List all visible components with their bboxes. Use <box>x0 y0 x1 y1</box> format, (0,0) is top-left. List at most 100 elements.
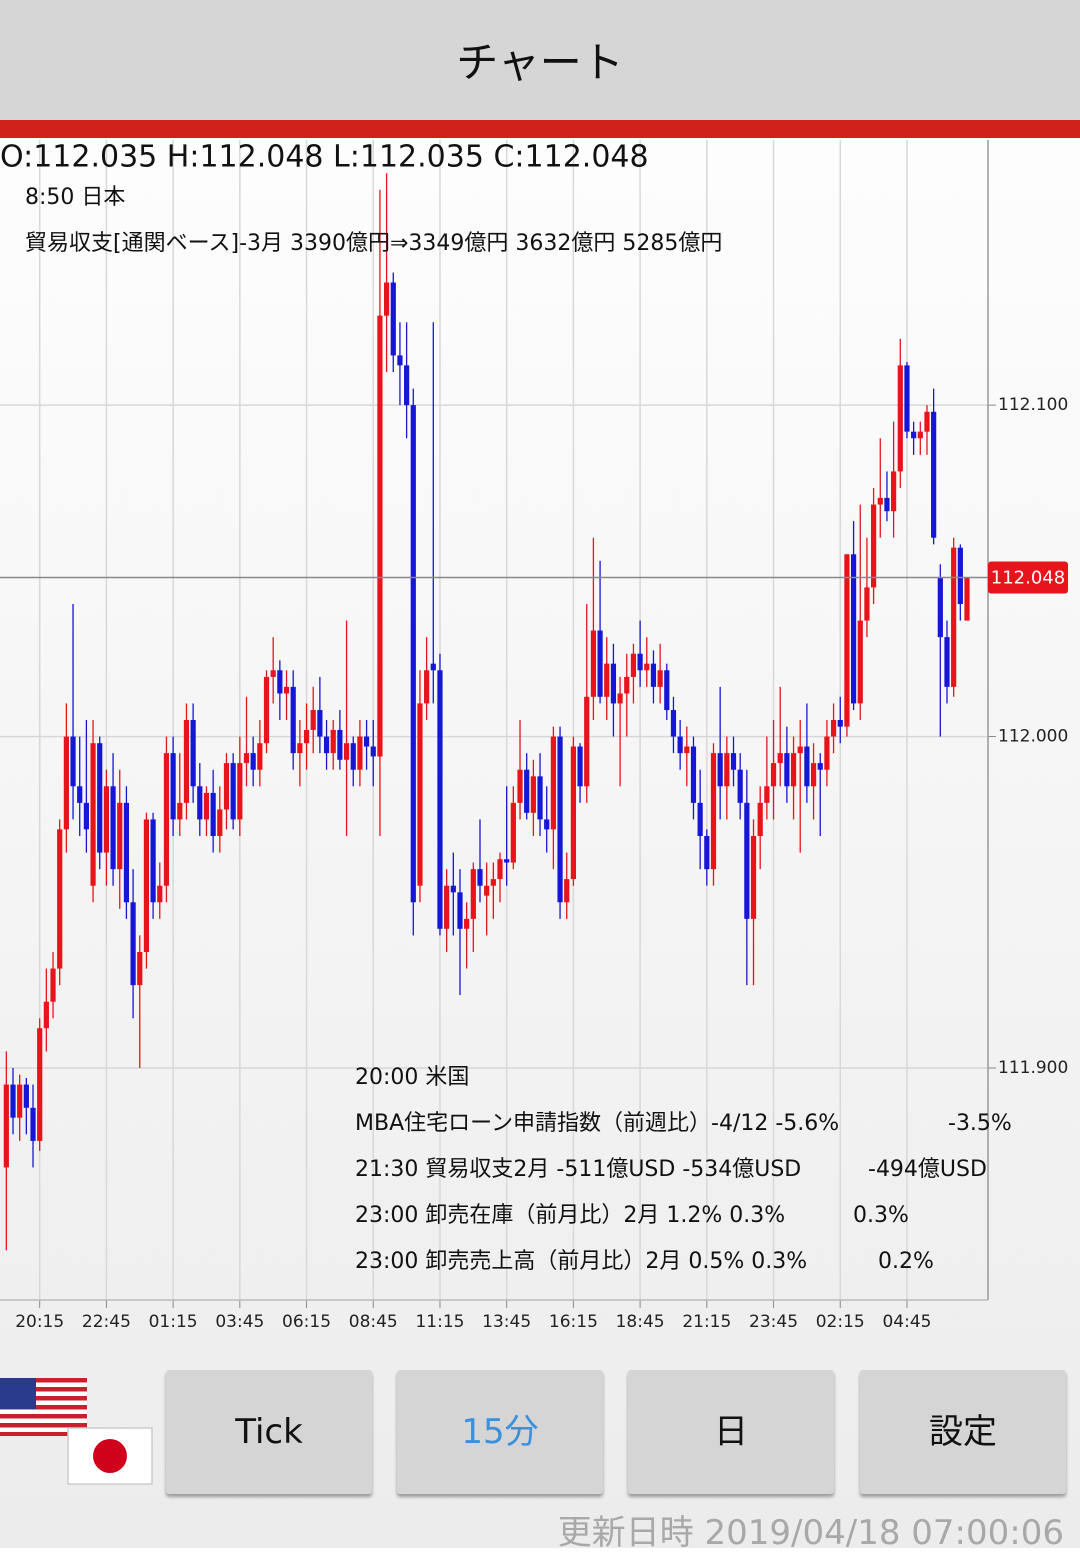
candle-body <box>650 663 657 687</box>
x-tick-label: 02:15 <box>816 1312 865 1332</box>
app-header: チャート <box>0 0 1080 120</box>
candle-body <box>690 746 697 803</box>
candle-body <box>810 763 817 787</box>
candle-body <box>804 746 810 787</box>
candle-body <box>143 819 150 952</box>
candle-body <box>97 743 103 853</box>
candle-body <box>417 703 423 886</box>
x-tick-label: 20:15 <box>15 1312 64 1332</box>
candle-body <box>484 885 490 896</box>
candle-body <box>931 411 937 538</box>
candle-body <box>343 743 350 760</box>
currency-flags <box>0 1378 153 1485</box>
15min-button[interactable]: 15分 <box>397 1370 603 1494</box>
candle-body <box>123 802 130 903</box>
candle-body <box>624 676 630 694</box>
candle-body <box>590 630 597 697</box>
candle-body <box>157 885 163 903</box>
candle-body <box>530 776 536 813</box>
candle-body <box>951 547 957 687</box>
candle-body <box>917 431 923 439</box>
candle-body <box>697 802 703 836</box>
candle-body <box>570 746 576 880</box>
candle-body <box>517 769 523 803</box>
candle-body <box>864 587 870 621</box>
candle-body <box>3 1084 9 1168</box>
candle-body <box>410 405 416 903</box>
candle-body <box>297 743 303 754</box>
candle-body <box>70 736 76 787</box>
candle-body <box>50 968 56 1002</box>
candle-body <box>744 802 750 919</box>
candle-body <box>330 729 336 754</box>
candle-body <box>610 663 617 704</box>
candle-body <box>37 1028 43 1141</box>
candle-body <box>163 753 170 886</box>
candle-body <box>710 753 717 870</box>
candle-body <box>130 902 136 986</box>
tick-button[interactable]: Tick <box>166 1370 372 1494</box>
candle-body <box>897 365 903 472</box>
candle-body <box>424 670 430 704</box>
candle-body <box>357 736 363 770</box>
japan-flag <box>67 1427 153 1485</box>
updated-time: 更新日時 2019/04/18 07:00:06 <box>557 1513 1064 1553</box>
candle-body <box>764 786 770 803</box>
candle-body <box>397 355 403 366</box>
candle-body <box>770 763 777 787</box>
candle-body <box>490 879 496 886</box>
x-tick-label: 08:45 <box>349 1312 398 1332</box>
candle-body <box>630 653 637 677</box>
chart: 20:15 22:45 01:15 03:45 06:15 08:45 11:15 13:45… <box>0 140 1068 1332</box>
candle-body <box>210 792 216 836</box>
candle-body <box>884 497 890 512</box>
candle-body <box>190 720 196 787</box>
candle-body <box>837 720 843 727</box>
candle-body <box>370 746 376 757</box>
header-title: チャート <box>456 37 624 87</box>
candle-body <box>63 736 69 830</box>
candle-body <box>724 753 730 787</box>
candle-body <box>464 918 470 929</box>
candle-body <box>584 696 590 787</box>
candle-body <box>944 637 950 687</box>
candle-body <box>964 577 970 621</box>
candle-body <box>323 736 330 754</box>
candle-body <box>544 819 550 830</box>
event-text: 貿易収支[通関ベース]-3月 3390億円⇒3349億円 3632億円 5285… <box>25 231 722 256</box>
candle-body <box>871 504 877 588</box>
candle-body <box>103 786 110 853</box>
candle-body <box>957 547 963 604</box>
candle-body <box>937 577 943 638</box>
x-tick-label: 13:45 <box>482 1312 531 1332</box>
candle-body <box>150 819 156 903</box>
candle-body <box>310 710 316 730</box>
candle-body <box>644 663 650 671</box>
last-price-label: 112.048 <box>991 567 1065 588</box>
candle-body <box>137 952 143 986</box>
candle-body <box>817 763 823 770</box>
x-tick-label: 01:15 <box>149 1312 198 1332</box>
event-text: 21:30 貿易収支2月 -511億USD -534億USD <box>355 1157 801 1182</box>
us-flag <box>0 1378 87 1436</box>
candle-body <box>117 802 123 870</box>
event-text: 20:00 米国 <box>355 1065 469 1090</box>
settings-button[interactable]: 設定 <box>860 1370 1066 1494</box>
daily-button[interactable]: 日 <box>628 1370 834 1494</box>
candle-body <box>57 829 63 969</box>
candle-body <box>924 411 930 432</box>
candle-body <box>617 693 623 704</box>
candle-body <box>197 786 203 820</box>
candle-body <box>857 620 863 704</box>
candle-body <box>717 753 723 787</box>
event-result: -494億USD <box>868 1157 987 1182</box>
y-tick-label: 112.100 <box>998 395 1068 415</box>
candle-body <box>597 630 603 697</box>
ohlc-label: O:112.035 H:112.048 L:112.035 C:112.048 <box>0 140 649 175</box>
candle-body <box>283 686 290 694</box>
candle-body <box>450 885 456 893</box>
x-tick-label: 18:45 <box>616 1312 665 1332</box>
candle-body <box>170 753 176 820</box>
candle-body <box>777 753 783 764</box>
candle-body <box>350 743 356 770</box>
